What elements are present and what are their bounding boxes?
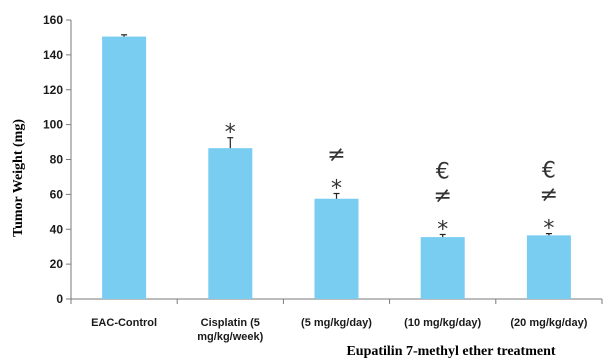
- category-labels: EAC-Control Cisplatin (5 mg/kg/week) (5 mg/…: [91, 317, 588, 343]
- y-tick-label: 120: [43, 83, 63, 97]
- category-label: (20 mg/kg/day): [510, 317, 587, 329]
- y-tick-label: 100: [43, 118, 63, 132]
- bar: [420, 237, 465, 299]
- x-axis: [70, 298, 603, 304]
- y-tick-label: 20: [50, 257, 64, 271]
- significance-symbol: *: [331, 177, 342, 202]
- significance-symbol: ≠: [433, 183, 451, 208]
- significance-symbol: ≠: [540, 183, 558, 208]
- significance-symbol: *: [437, 217, 448, 242]
- y-tick-label: 140: [43, 48, 63, 62]
- y-axis-label: Tumor Weight (mg): [11, 119, 26, 237]
- category-label: Cisplatin (5: [201, 317, 260, 329]
- category-label: (10 mg/kg/day): [404, 317, 481, 329]
- significance-symbol: ≠: [327, 143, 345, 168]
- y-tick-label: 0: [56, 292, 63, 306]
- significance-symbol: *: [543, 217, 554, 242]
- bar: [314, 198, 359, 299]
- y-tick-label: 40: [50, 222, 64, 236]
- significance-symbol: €: [542, 159, 556, 184]
- category-label: EAC-Control: [91, 317, 157, 329]
- significance-symbol: €: [436, 159, 450, 184]
- y-tick-label: 160: [43, 13, 63, 27]
- y-axis: 0 20 40 60 80 100 120 140 160: [43, 13, 72, 306]
- bars: [102, 36, 571, 300]
- y-tick-label: 60: [50, 187, 64, 201]
- significance-annotations: **≠*≠€*≠€: [225, 121, 558, 243]
- significance-symbol: *: [225, 121, 236, 146]
- category-label: mg/kg/week): [197, 331, 263, 343]
- y-tick-label: 80: [50, 153, 64, 167]
- error-bars: [121, 34, 552, 238]
- category-label: (5 mg/kg/day): [301, 317, 372, 329]
- bar: [102, 36, 147, 300]
- bar: [208, 148, 253, 299]
- bar: [526, 235, 571, 299]
- x-axis-label: Eupatilin 7-methyl ether treatment: [346, 344, 555, 359]
